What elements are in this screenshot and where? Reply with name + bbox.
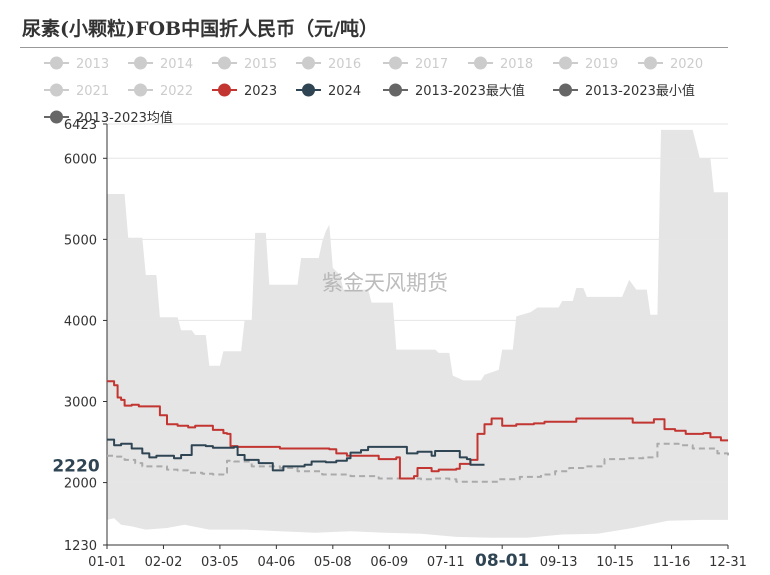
x-tick-label: 04-06: [257, 555, 295, 570]
y-tick-label: 1230: [64, 539, 97, 554]
legend-item-2020[interactable]: 2020: [638, 56, 703, 73]
legend-label: 2024: [328, 84, 361, 99]
min-max-band: [107, 129, 728, 538]
y-tick-label: 5000: [64, 233, 97, 248]
hover-value-label: 2220: [52, 457, 99, 477]
legend-item-2018[interactable]: 2018: [468, 56, 533, 73]
legend-label: 2016: [328, 57, 361, 72]
x-tick-label: 10-15: [596, 555, 634, 570]
legend-label: 2021: [76, 84, 109, 99]
watermark: 紫金天风期货: [322, 271, 448, 295]
legend-item-2016[interactable]: 2016: [296, 56, 361, 73]
legend-marker: [218, 56, 231, 70]
x-tick-label: 11-16: [653, 555, 691, 570]
legend-marker: [50, 83, 63, 97]
title-divider: [20, 47, 728, 48]
hover-indicator: 2220: [51, 452, 103, 477]
y-tick-label: 6000: [64, 152, 97, 167]
legend-item-2013-2023最大值[interactable]: 2013-2023最大值: [383, 83, 525, 99]
x-tick-label: 07-11: [427, 555, 465, 570]
legend-item-2014[interactable]: 2014: [128, 56, 193, 73]
y-tick-label: 2000: [64, 477, 97, 492]
legend-marker: [559, 83, 572, 97]
x-tick-label-highlighted: 08-01: [475, 551, 529, 571]
legend-marker: [302, 83, 315, 97]
legend-marker: [302, 56, 315, 70]
legend-marker: [389, 56, 402, 70]
legend-marker: [134, 56, 147, 70]
axes: 1230 2000 3000 4000 5000 6000 6423 01-01 02-02 03…: [64, 118, 747, 571]
y-tick-label: 3000: [64, 396, 97, 411]
chart-title: 尿素(小颗粒)FOB中国折人民币（元/吨）: [22, 18, 379, 40]
grid-lines: [107, 123, 728, 484]
legend-label: 2015: [244, 57, 277, 72]
x-tick-label: 05-08: [314, 555, 352, 570]
series-line-2013-2023均值: [107, 442, 729, 483]
legend-marker: [389, 83, 402, 97]
legend-item-2024[interactable]: 2024: [296, 83, 361, 100]
series-line-2024: [107, 438, 485, 472]
legend-marker: [50, 56, 63, 70]
hover-value-box: [51, 452, 103, 477]
legend-marker: [559, 56, 572, 70]
series-line-2023: [107, 380, 728, 480]
legend-label: 2013-2023最小值: [585, 83, 695, 99]
legend-label: 2020: [670, 57, 703, 72]
x-tick-label: 06-09: [370, 555, 408, 570]
legend-marker: [134, 83, 147, 97]
legend-label: 2013: [76, 57, 109, 72]
legend-item-2022[interactable]: 2022: [128, 83, 193, 100]
y-tick-label: 6423: [64, 118, 97, 133]
legend-marker: [218, 83, 231, 97]
legend-label: 2019: [585, 57, 618, 72]
legend-label: 2018: [500, 57, 533, 72]
x-tick-label: 03-05: [201, 555, 239, 570]
legend-label: 2013-2023最大值: [415, 83, 525, 99]
legend-label: 2017: [415, 57, 448, 72]
band-area: [107, 129, 728, 538]
series-lines: [107, 380, 729, 483]
legend-item-2013[interactable]: 2013: [44, 56, 109, 73]
legend-item-2015[interactable]: 2015: [212, 56, 277, 73]
x-tick-label: 09-13: [540, 555, 578, 570]
legend-item-2013-2023最小值[interactable]: 2013-2023最小值: [553, 83, 695, 99]
legend-item-2017[interactable]: 2017: [383, 56, 448, 73]
legend-marker: [474, 56, 487, 70]
legend-item-2023[interactable]: 2023: [212, 83, 277, 100]
legend-label: 2022: [160, 84, 193, 99]
legend-label: 2013-2023均值: [76, 110, 173, 126]
legend-item-2021[interactable]: 2021: [44, 83, 109, 100]
legend-marker: [644, 56, 657, 70]
x-tick-label: 02-02: [145, 555, 183, 570]
legend-item-2019[interactable]: 2019: [553, 56, 618, 73]
legend-marker: [50, 110, 63, 124]
legend-item-2013-2023均值[interactable]: 2013-2023均值: [44, 110, 173, 126]
legend[interactable]: 2013 2014 2015 2016 2017 2018 2019 2020 2021 2022…: [44, 56, 703, 127]
x-tick-label: 12-31: [709, 555, 747, 570]
legend-label: 2014: [160, 57, 193, 72]
y-tick-label: 4000: [64, 314, 97, 329]
legend-label: 2023: [244, 84, 277, 99]
x-tick-label: 01-01: [88, 555, 126, 570]
